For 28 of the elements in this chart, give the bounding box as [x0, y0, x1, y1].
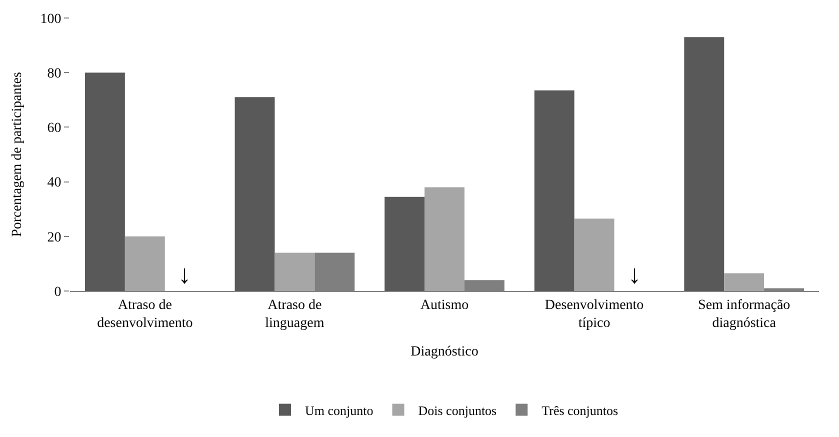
- bar: [274, 252, 315, 291]
- y-tick-label: 40: [47, 176, 62, 191]
- bar: [534, 90, 574, 291]
- x-tick-label: Desenvolvimento típico: [544, 298, 644, 331]
- bar: [574, 218, 614, 291]
- x-tick-label: Sem informação diagnóstica: [698, 298, 790, 331]
- annotation: ↓: [178, 260, 191, 289]
- bar: [724, 273, 764, 291]
- y-tick-label: 100: [40, 12, 62, 27]
- bar: [234, 97, 275, 291]
- x-tick-label: Atraso de desenvolvimento: [97, 298, 193, 331]
- bar: [424, 187, 464, 291]
- legend-label: Três conjuntos: [542, 402, 618, 418]
- y-tick-label: 60: [47, 121, 62, 136]
- y-tick-label: 0: [54, 284, 62, 300]
- y-tick-label: 80: [47, 66, 62, 82]
- annotation: ↓: [628, 260, 641, 289]
- bar: [84, 72, 125, 291]
- y-tick-label: 20: [47, 230, 62, 246]
- x-tick-label: Atraso de linguagem: [265, 298, 324, 331]
- y-axis-title: Porcentagem de participantes: [10, 72, 25, 237]
- bar: [124, 236, 165, 291]
- legend-label: Dois conjuntos: [418, 402, 497, 418]
- x-tick-label: Autismo: [420, 298, 469, 313]
- legend-label: Um conjunto: [305, 402, 374, 418]
- bar: [684, 37, 724, 291]
- bar: [384, 196, 425, 291]
- x-axis-title: Diagnóstico: [410, 344, 478, 360]
